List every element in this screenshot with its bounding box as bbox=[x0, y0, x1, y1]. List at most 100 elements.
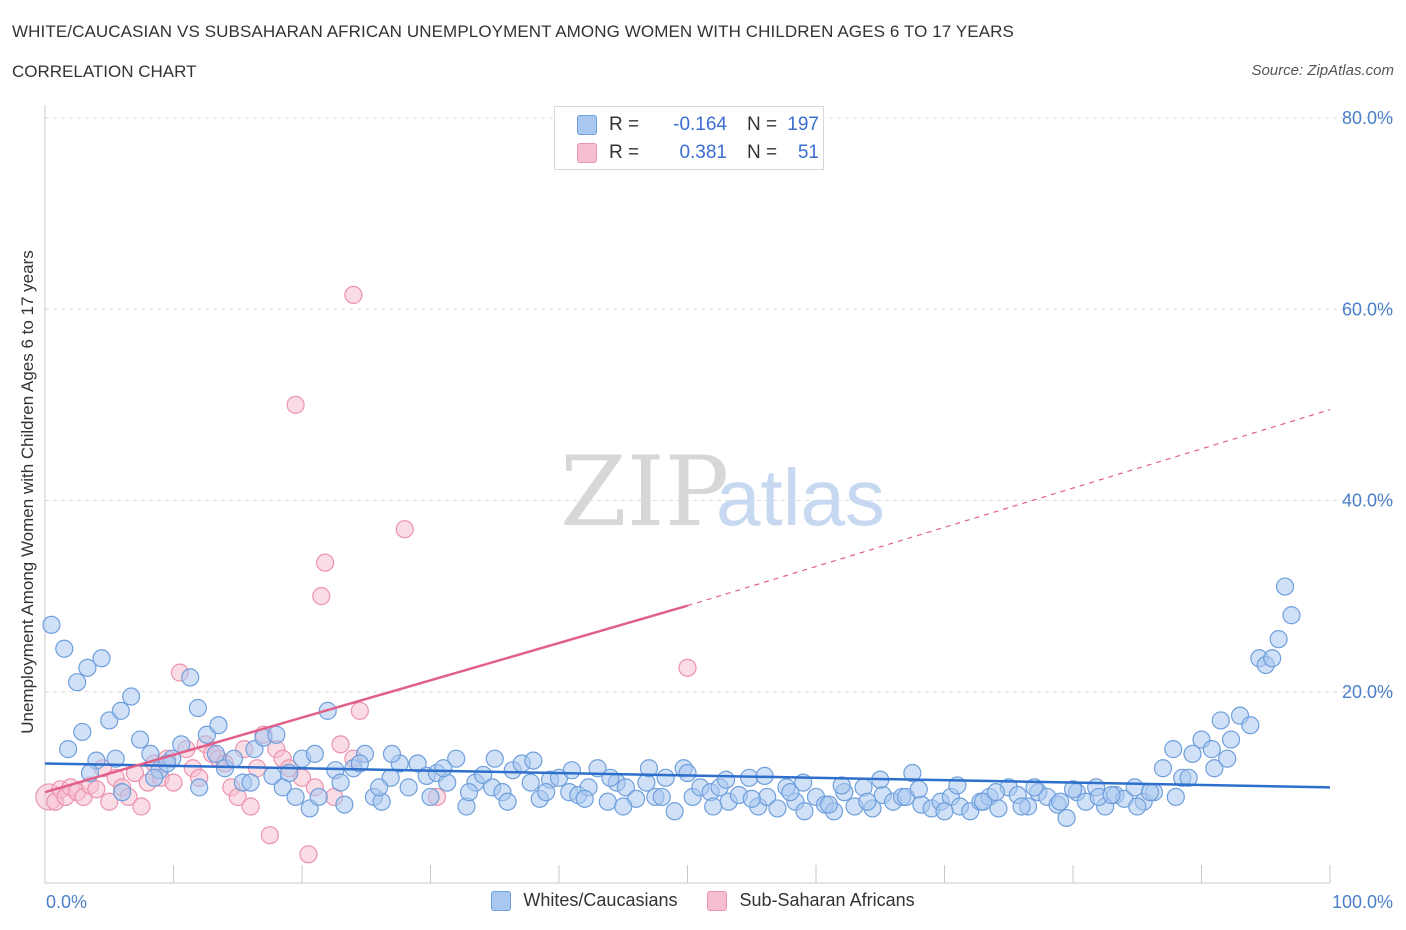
white-point-135 bbox=[112, 783, 132, 802]
white-point-143 bbox=[459, 783, 479, 802]
white-point-151 bbox=[781, 783, 800, 802]
white-point-82 bbox=[795, 802, 814, 821]
white-point-173 bbox=[524, 751, 543, 770]
african-r-value: 0.381 bbox=[679, 142, 727, 163]
white-point-128 bbox=[1241, 716, 1260, 735]
white-point-157 bbox=[1012, 797, 1031, 816]
white-point-160 bbox=[1128, 797, 1147, 816]
white-point-21 bbox=[224, 749, 243, 768]
african-point-48 bbox=[344, 285, 363, 305]
white-point-152 bbox=[819, 795, 838, 814]
white-point-176 bbox=[639, 759, 659, 778]
chart-subtitle: CORRELATION CHART bbox=[12, 62, 197, 81]
african-legend-swatch-icon bbox=[707, 890, 728, 911]
white-legend-swatch-icon bbox=[491, 890, 512, 911]
african-point-43 bbox=[312, 587, 331, 606]
white-point-169 bbox=[350, 754, 369, 773]
white-point-19 bbox=[206, 744, 226, 764]
white-point-170 bbox=[382, 744, 402, 764]
white-point-153 bbox=[858, 792, 877, 811]
white-point-185 bbox=[986, 783, 1006, 802]
white-point-141 bbox=[370, 778, 389, 797]
african-point-41 bbox=[299, 845, 318, 864]
legend-label-white: Whites/Caucasians bbox=[523, 890, 678, 910]
white-point-63 bbox=[616, 778, 635, 797]
white-point-162 bbox=[1205, 759, 1224, 778]
white-point-9 bbox=[111, 701, 130, 720]
chart-title: WHITE/CAUCASIAN VS SUBSAHARAN AFRICAN UN… bbox=[12, 22, 1014, 41]
x-tick-label-100: 100.0% bbox=[1332, 892, 1393, 912]
white-point-67 bbox=[656, 768, 675, 787]
african-point-8 bbox=[87, 780, 106, 799]
white-point-41 bbox=[408, 754, 427, 773]
white-point-131 bbox=[1263, 649, 1282, 668]
white-point-11 bbox=[130, 730, 150, 749]
legend-item-african[interactable]: Sub-Saharan Africans bbox=[707, 890, 915, 911]
white-point-149 bbox=[704, 797, 723, 816]
legend-item-white[interactable]: Whites/Caucasians bbox=[491, 890, 677, 911]
white-point-136 bbox=[145, 768, 164, 787]
white-r-value: -0.164 bbox=[673, 114, 727, 135]
white-point-155 bbox=[935, 802, 954, 821]
white-point-126 bbox=[1221, 730, 1241, 749]
stats-row-african: R = 0.381 N = 51 bbox=[577, 141, 819, 165]
white-point-158 bbox=[1051, 792, 1070, 811]
y-axis-label: Unemployment Among Women with Children A… bbox=[18, 250, 37, 734]
watermark-atlas: atlas bbox=[716, 453, 885, 542]
white-point-132 bbox=[1269, 630, 1288, 649]
white-point-147 bbox=[614, 797, 633, 816]
x-tick-label-0: 0.0% bbox=[46, 892, 87, 912]
african-point-50 bbox=[395, 520, 414, 539]
white-point-53 bbox=[521, 773, 540, 792]
african-point-32 bbox=[241, 797, 260, 816]
white-point-174 bbox=[562, 761, 581, 780]
white-point-172 bbox=[485, 749, 504, 768]
white-point-145 bbox=[537, 783, 556, 802]
african-n-value: 51 bbox=[797, 142, 819, 163]
white-point-30 bbox=[309, 787, 328, 807]
white-point-137 bbox=[190, 778, 209, 797]
y-tick-label-20: 20.0% bbox=[1342, 682, 1393, 702]
white-point-4 bbox=[92, 649, 111, 668]
y-tick-label-40: 40.0% bbox=[1342, 491, 1393, 511]
white-swatch-icon bbox=[577, 115, 597, 135]
white-point-188 bbox=[1102, 785, 1121, 805]
white-point-144 bbox=[498, 792, 517, 811]
white-point-140 bbox=[331, 773, 350, 792]
stats-row-white: R = -0.164 N = 197 bbox=[577, 113, 819, 137]
white-point-150 bbox=[742, 789, 761, 808]
white-point-168 bbox=[305, 744, 324, 764]
white-point-161 bbox=[1166, 787, 1185, 807]
white-point-5 bbox=[59, 740, 78, 759]
white-point-187 bbox=[1063, 780, 1083, 799]
african-n-label: N = bbox=[747, 142, 778, 163]
axes bbox=[44, 105, 1331, 884]
white-point-177 bbox=[678, 763, 697, 783]
white-n-label: N = bbox=[747, 114, 778, 135]
white-point-139 bbox=[286, 787, 305, 807]
white-point-119 bbox=[1153, 759, 1173, 778]
white-point-17 bbox=[188, 698, 208, 718]
white-point-167 bbox=[267, 725, 286, 744]
white-point-45 bbox=[447, 749, 466, 768]
white-point-148 bbox=[652, 787, 671, 807]
stats-legend: R = -0.164 N = 197 R = 0.381 N = 51 bbox=[554, 106, 824, 170]
legend-label-african: Sub-Saharan Africans bbox=[739, 890, 915, 910]
white-point-1 bbox=[55, 639, 74, 658]
white-point-181 bbox=[832, 776, 851, 795]
white-point-120 bbox=[1164, 740, 1183, 759]
white-point-178 bbox=[716, 770, 736, 789]
white-point-134 bbox=[1282, 606, 1301, 625]
trend-lines bbox=[44, 409, 1331, 794]
white-trend-line-0 bbox=[44, 762, 1331, 789]
white-point-124 bbox=[1202, 740, 1221, 759]
points-whites-caucasians bbox=[42, 577, 1301, 828]
white-point-171 bbox=[434, 759, 453, 778]
white-point-61 bbox=[598, 792, 617, 811]
african-point-46 bbox=[331, 735, 350, 754]
white-point-102 bbox=[989, 799, 1008, 818]
source-label: Source: ZipAtlas.com bbox=[1251, 62, 1394, 79]
y-tick-label-80: 80.0% bbox=[1342, 108, 1393, 128]
white-point-93 bbox=[903, 763, 922, 783]
